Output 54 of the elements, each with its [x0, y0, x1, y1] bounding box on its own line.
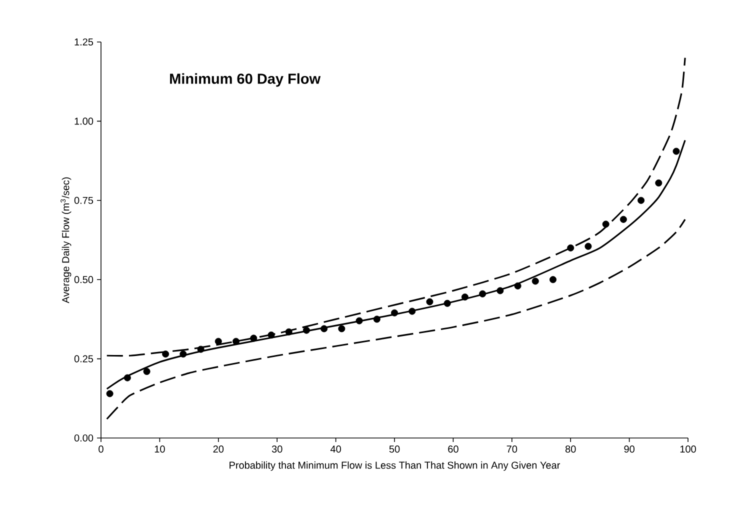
y-axis-title: Average Daily Flow (m$^{3}$/sec) [60, 177, 72, 304]
point [143, 368, 150, 375]
point [479, 290, 486, 298]
x-tick-label: 60 [448, 446, 458, 453]
point [268, 332, 275, 339]
y-tick-label: 0.25 [74, 355, 94, 362]
point [124, 374, 131, 382]
text: Minimum 60 Day Flow [170, 73, 321, 87]
point [356, 317, 363, 324]
point [514, 282, 522, 290]
x-tick-label: 90 [624, 446, 634, 453]
point [391, 309, 398, 316]
point [373, 316, 380, 323]
x-tick-label: 40 [330, 446, 341, 453]
y-tick-label: 1.25 [74, 38, 94, 46]
point [250, 334, 258, 342]
point [584, 242, 592, 250]
x-tick-label: 30 [272, 446, 282, 453]
point [672, 148, 680, 155]
line-series [106, 218, 686, 420]
y-tick-label: 0.50 [74, 276, 94, 284]
point [106, 390, 114, 398]
point [214, 338, 222, 345]
x-tick-label: 50 [389, 446, 400, 453]
point [461, 294, 468, 301]
x-tick-label: 10 [154, 446, 165, 453]
point [180, 350, 187, 358]
y-tick-label: 1.00 [74, 118, 94, 125]
point [444, 300, 451, 307]
point [338, 325, 346, 332]
x-tick-label: 70 [506, 446, 518, 453]
point [232, 338, 240, 345]
x-axis-title: Probability that Minimum Flow is Less Than That Shown in Any Given Year [230, 461, 560, 471]
point [655, 179, 662, 186]
point [567, 244, 574, 252]
point [638, 196, 645, 204]
point [320, 325, 328, 332]
point [602, 220, 610, 228]
point [162, 350, 170, 358]
point [532, 278, 539, 285]
x-tick-label: 20 [213, 446, 224, 453]
point [620, 216, 627, 223]
point [302, 326, 310, 334]
x-tick-label: 0 [98, 446, 104, 453]
point [197, 346, 204, 353]
point [408, 308, 416, 315]
point [549, 276, 556, 284]
y-tick-label: 0.00 [74, 434, 94, 442]
point [426, 298, 434, 306]
x-tick-label: 80 [565, 446, 576, 453]
point [496, 287, 504, 294]
x-tick-label: 100 [680, 446, 696, 453]
point [285, 328, 292, 336]
y-tick-label: 0.75 [74, 196, 94, 204]
